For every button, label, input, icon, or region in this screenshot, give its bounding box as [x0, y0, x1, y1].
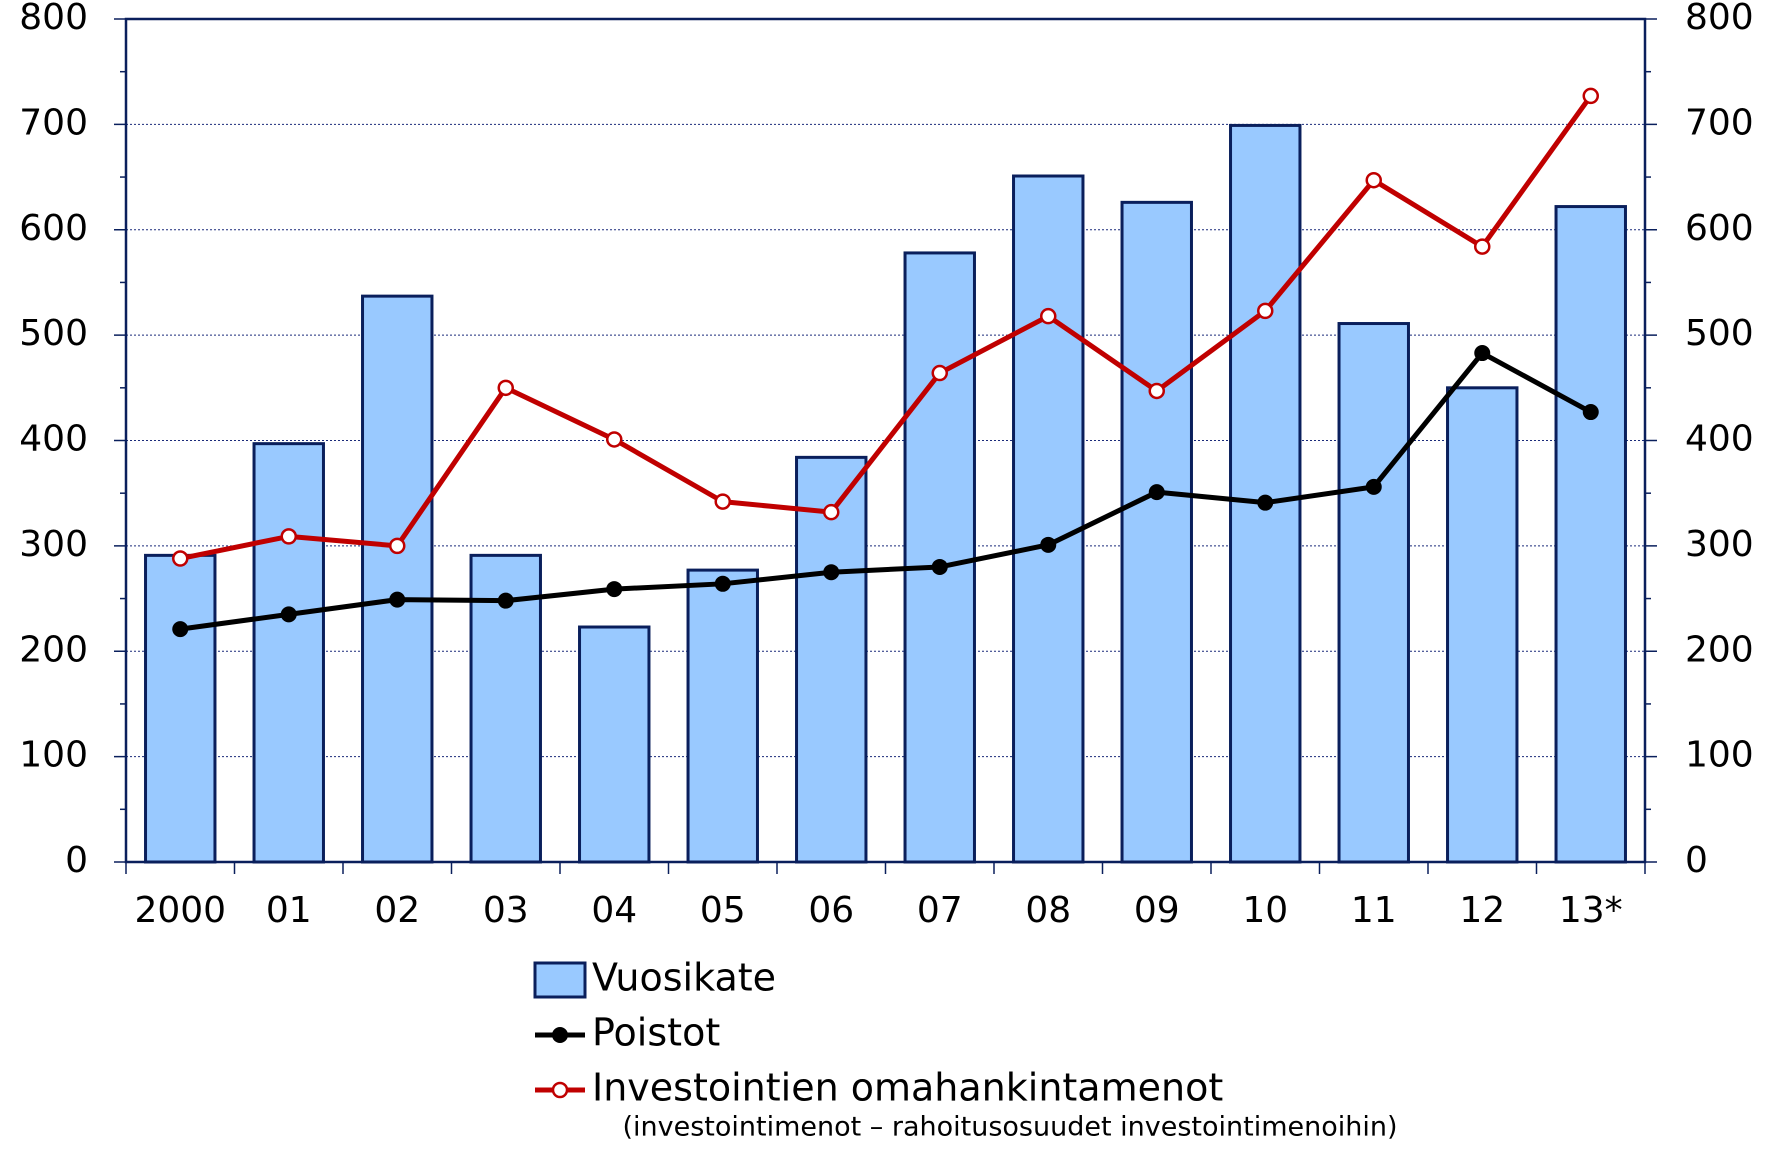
- marker: [389, 537, 406, 555]
- x-tick-label: 10: [1242, 890, 1288, 931]
- bar: [903, 251, 976, 864]
- bar: [578, 625, 651, 864]
- legend-label: Vuosikate: [592, 956, 776, 1000]
- bar: [1337, 322, 1410, 864]
- bar: [1229, 123, 1302, 864]
- y-tick-label: 200: [19, 629, 88, 670]
- marker: [1474, 238, 1491, 255]
- marker: [714, 493, 731, 510]
- marker: [497, 592, 514, 609]
- marker: [1257, 302, 1274, 320]
- line: [179, 94, 1593, 561]
- y2-tick-label: 500: [1685, 313, 1754, 354]
- x-tick-label: 01: [266, 890, 312, 931]
- y2-tick-label: 700: [1685, 102, 1754, 143]
- x-tick-label: 2000: [134, 890, 226, 931]
- marker: [1148, 484, 1165, 501]
- x-tick-label: 03: [483, 890, 529, 931]
- marker: [172, 550, 189, 567]
- bar: [686, 568, 759, 864]
- bar: [1120, 200, 1193, 864]
- marker: [714, 575, 731, 592]
- x-tick-label: 09: [1134, 890, 1180, 931]
- x-tick-label: 13*: [1559, 890, 1623, 931]
- y2-tick-label: 300: [1685, 524, 1754, 565]
- marker: [280, 528, 297, 545]
- marker: [497, 379, 514, 397]
- marker: [606, 431, 623, 448]
- x-tick-label: 12: [1459, 890, 1505, 931]
- bar: [144, 553, 217, 864]
- marker: [1582, 404, 1599, 421]
- y2-tick-label: 800: [1685, 0, 1754, 38]
- bar: [252, 442, 325, 864]
- x-tick-label: 07: [917, 890, 963, 931]
- y-tick-label: 500: [19, 313, 88, 354]
- marker: [389, 591, 406, 608]
- x-tick-label: 11: [1351, 890, 1397, 931]
- bar: [361, 294, 434, 864]
- bar: [1012, 174, 1085, 864]
- y-tick-label: 300: [19, 524, 88, 565]
- y-tick-label: 700: [19, 102, 88, 143]
- x-tick-label: 08: [1025, 890, 1071, 931]
- marker: [1582, 87, 1599, 105]
- plot-frame: [124, 17, 1647, 864]
- legend-marker: [552, 1027, 568, 1043]
- y2-tick-label: 400: [1685, 419, 1754, 460]
- y2-tick-label: 600: [1685, 208, 1754, 249]
- legend-label: Investointien omahankintamenot: [592, 1066, 1223, 1110]
- line: [179, 350, 1592, 632]
- marker: [172, 621, 189, 638]
- x-tick-label: 06: [808, 890, 854, 931]
- y-tick-label: 0: [65, 840, 88, 881]
- x-tick-label: 04: [591, 890, 637, 931]
- marker: [1148, 382, 1165, 400]
- y-tick-label: 600: [19, 208, 88, 249]
- y-tick-label: 400: [19, 419, 88, 460]
- y2-tick-label: 200: [1685, 629, 1754, 670]
- marker: [280, 606, 297, 623]
- marker: [1257, 494, 1274, 511]
- bar: [1554, 205, 1627, 864]
- marker: [823, 564, 840, 581]
- marker: [931, 364, 948, 382]
- marker: [1365, 171, 1382, 189]
- legend-label: Poistot: [592, 1011, 720, 1055]
- legend-swatch: [533, 961, 587, 999]
- marker: [823, 503, 840, 521]
- note: (investointimenot – rahoitusosuudet inve…: [622, 1112, 1397, 1143]
- x-tick-label: 02: [374, 890, 420, 931]
- marker: [1040, 307, 1057, 325]
- bar: [795, 455, 868, 864]
- bar: [1446, 386, 1519, 864]
- marker: [1365, 478, 1382, 495]
- y-tick-label: 100: [19, 735, 88, 776]
- legend-marker: [551, 1081, 569, 1099]
- marker: [1040, 536, 1057, 553]
- marker: [606, 581, 623, 598]
- y2-tick-label: 100: [1685, 735, 1754, 776]
- marker: [1474, 345, 1491, 362]
- y-tick-label: 800: [19, 0, 88, 38]
- y2-tick-label: 0: [1685, 840, 1708, 881]
- marker: [931, 558, 948, 575]
- x-tick-label: 05: [700, 890, 746, 931]
